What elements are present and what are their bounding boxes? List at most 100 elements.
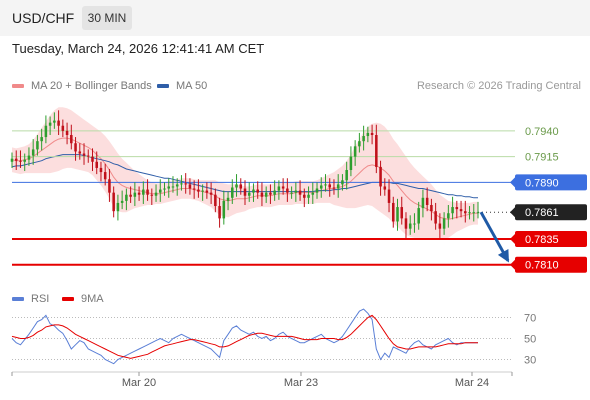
candle-body	[159, 189, 162, 193]
level-box-pointer-3	[510, 207, 515, 218]
legend-rsi-swatch	[12, 297, 24, 302]
candle-body	[273, 190, 276, 195]
candle-body	[387, 189, 391, 203]
candle-body	[375, 135, 378, 167]
candle-body	[184, 183, 187, 185]
candle-body	[108, 179, 111, 193]
candle-body	[404, 218, 408, 229]
candle-body	[14, 158, 18, 161]
candle-body	[103, 172, 107, 180]
candle-body	[455, 207, 459, 210]
candle-body	[307, 194, 310, 198]
candle-body	[40, 137, 43, 142]
candle-body	[36, 141, 39, 150]
candle-body	[91, 156, 94, 162]
candle-body	[133, 192, 137, 197]
candle-body	[294, 190, 298, 193]
candle-body	[464, 211, 467, 214]
candle-body	[53, 120, 56, 123]
candle-body	[345, 170, 348, 181]
candle-body	[180, 183, 183, 185]
candle-body	[286, 188, 289, 193]
candle-body	[137, 192, 141, 195]
candle-body	[154, 192, 158, 196]
candle-body	[95, 161, 98, 168]
level-label-4: 0.7835	[525, 234, 559, 246]
rsi-line	[11, 308, 478, 365]
candle-body	[303, 194, 306, 198]
candle-body	[290, 192, 293, 194]
x-tick-label-0: Mar 20	[122, 377, 156, 389]
candle-body	[27, 155, 31, 160]
candle-body	[222, 200, 226, 219]
candle-body	[167, 186, 171, 189]
candle-body	[142, 189, 145, 195]
candle-body	[383, 186, 387, 190]
legend-rsi-label: RSI	[31, 293, 50, 305]
candle-body	[438, 223, 442, 229]
candle-body	[264, 192, 268, 197]
candle-body	[379, 166, 382, 187]
level-box-5	[515, 256, 587, 273]
candle-body	[425, 197, 429, 205]
candle-body	[205, 190, 209, 193]
candle-body	[319, 185, 323, 189]
header-bar: USD/CHF 30 MIN	[0, 0, 590, 36]
level-label-0: 0.7940	[525, 126, 559, 138]
candle-body	[315, 188, 319, 193]
candle-body	[311, 192, 315, 195]
timeframe-selector[interactable]: 30 MIN	[82, 6, 132, 30]
level-box-pointer-5	[510, 259, 515, 270]
candle-body	[252, 189, 255, 193]
level-label-1: 0.7915	[525, 152, 559, 164]
bollinger-band	[12, 107, 478, 240]
candle-body	[349, 156, 353, 170]
candle-body	[417, 208, 420, 224]
candle-body	[175, 184, 179, 187]
candle-body	[392, 202, 395, 222]
candle-body	[430, 205, 433, 212]
candle-body	[396, 207, 399, 222]
level-box-4	[515, 230, 587, 247]
candle-body	[239, 184, 243, 189]
candle-body	[197, 189, 200, 192]
candle-body	[171, 186, 175, 188]
candle-body	[421, 197, 425, 209]
copyright-notice: Research © 2026 Trading Central	[416, 80, 581, 92]
candle-body	[61, 125, 65, 131]
candle-body	[120, 200, 124, 203]
candle-body	[10, 158, 14, 162]
x-tick-label-1: Mar 23	[284, 377, 318, 389]
candle-body	[129, 194, 132, 197]
candle-body	[260, 192, 264, 197]
candle-body	[451, 207, 454, 214]
candle-body	[218, 206, 221, 219]
candle-body	[74, 143, 77, 152]
candle-body	[243, 188, 247, 196]
x-tick-label-2: Mar 24	[455, 377, 489, 389]
legend-rsi: RSI	[12, 293, 49, 305]
candle-body	[256, 189, 259, 193]
legend-ma9-swatch	[62, 297, 74, 302]
candle-body	[31, 149, 35, 156]
candle-body	[125, 194, 128, 201]
level-box-2	[515, 174, 587, 191]
candle-body	[434, 211, 437, 224]
candle-body	[65, 130, 69, 135]
candle-body	[341, 180, 344, 185]
candle-body	[247, 192, 251, 196]
level-box-3	[515, 204, 587, 221]
candle-body	[146, 189, 149, 195]
candle-body	[281, 186, 285, 189]
candle-body	[231, 187, 234, 198]
legend-ma50-swatch	[157, 84, 169, 89]
rsi-tick-30: 30	[524, 355, 536, 367]
candle-body	[188, 184, 192, 189]
candle-body	[48, 122, 52, 126]
candle-body	[86, 155, 90, 157]
level-box-pointer-2	[510, 177, 515, 188]
candle-body	[358, 141, 361, 147]
rsi-tick-70: 70	[524, 313, 536, 325]
